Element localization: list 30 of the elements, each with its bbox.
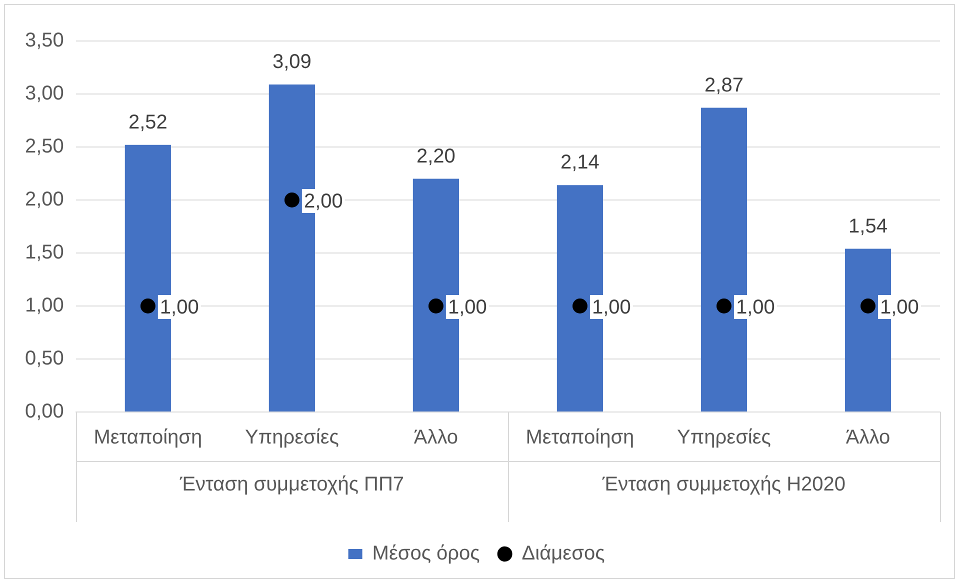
y-tick-label: 2,00: [24, 188, 64, 211]
data-label: 2,52: [128, 111, 168, 134]
data-label: 2,14: [560, 152, 600, 174]
data-label: 2,00: [304, 190, 343, 213]
y-tick-label: 0,00: [24, 400, 64, 423]
y-tick-label: 0,50: [24, 348, 64, 370]
data-label: 1,00: [592, 296, 631, 319]
x-tick-label: Υπηρεσίες: [244, 426, 340, 449]
y-tick-label: 3,50: [24, 30, 64, 52]
data-label: 1,00: [160, 296, 199, 319]
x-tick-label: Υπηρεσίες: [677, 426, 772, 449]
text: Ένταση συμμετοχής ΠΠ7: [178, 474, 404, 496]
legend-label: Μέσος όρος: [372, 542, 480, 565]
data-label: 1,00: [448, 296, 487, 319]
text: Ένταση συμμετοχής Η2020: [601, 474, 846, 496]
data-label: 3,09: [272, 50, 312, 73]
x-tick-label: Άλλο: [846, 426, 890, 449]
data-label: 1,00: [736, 296, 775, 319]
x-tick-label: Μεταποίηση: [526, 426, 634, 449]
data-label: 2,20: [416, 145, 456, 168]
x-tick-label: Άλλο: [414, 426, 458, 449]
data-label: 2,87: [704, 74, 744, 96]
data-label: 1,54: [848, 215, 888, 238]
x-tick-label: Μεταποίηση: [94, 426, 202, 449]
y-tick-label: 1,50: [24, 242, 64, 264]
y-tick-label: 2,50: [24, 136, 64, 158]
y-tick-label: 3,00: [24, 82, 64, 105]
y-tick-label: 1,00: [24, 294, 64, 317]
legend-label: Διάμεσος: [522, 542, 606, 565]
data-label: 1,00: [880, 296, 919, 319]
